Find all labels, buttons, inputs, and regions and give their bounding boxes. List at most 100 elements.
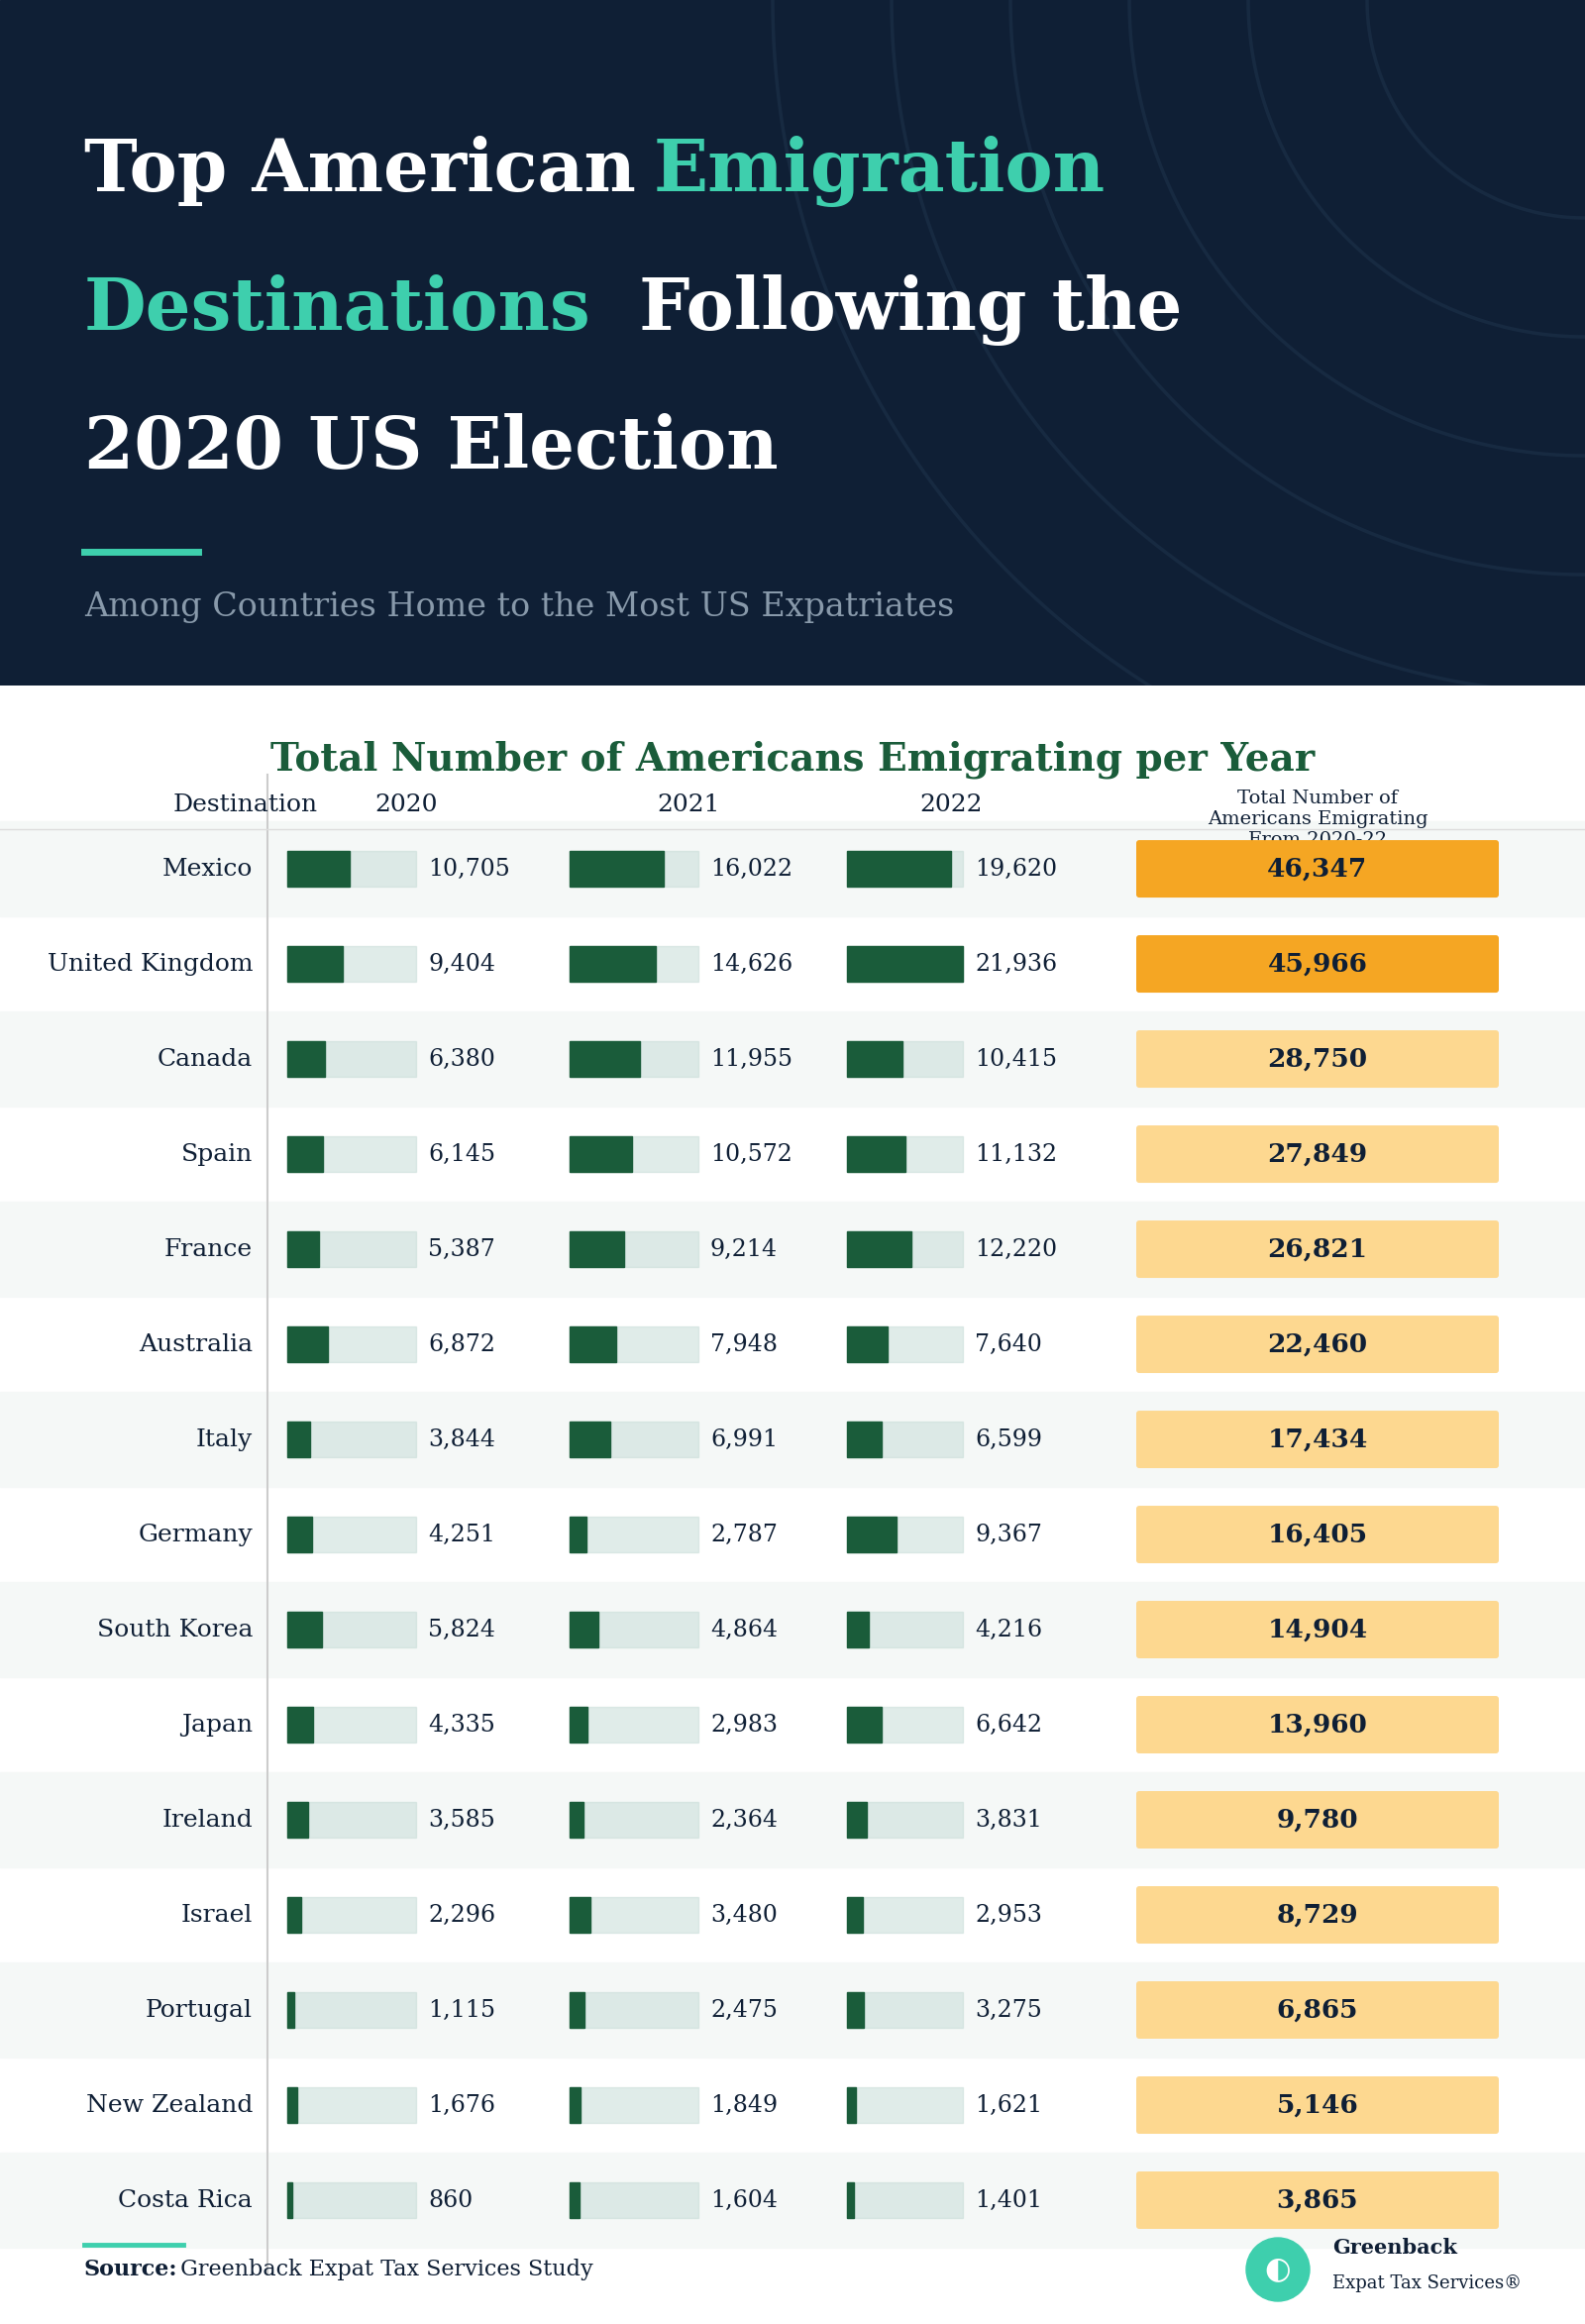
Text: 3,585: 3,585 <box>428 1808 495 1831</box>
Text: 1,676: 1,676 <box>428 2094 495 2117</box>
Text: 16,405: 16,405 <box>1268 1522 1368 1548</box>
Bar <box>287 1706 312 1743</box>
Bar <box>569 1706 586 1743</box>
Text: 3,831: 3,831 <box>975 1808 1041 1831</box>
Text: 8,729: 8,729 <box>1276 1903 1358 1927</box>
Bar <box>0 1773 1585 1868</box>
Bar <box>0 2152 1585 2247</box>
Text: Expat Tax Services®: Expat Tax Services® <box>1333 2275 1522 2291</box>
Bar <box>287 1801 415 1838</box>
Text: 10,415: 10,415 <box>975 1048 1057 1071</box>
Text: 4,216: 4,216 <box>975 1618 1043 1641</box>
Bar <box>287 1518 415 1552</box>
Text: 6,599: 6,599 <box>975 1427 1043 1450</box>
Text: Mexico: Mexico <box>162 858 252 881</box>
Bar <box>287 851 415 888</box>
Bar <box>846 1706 964 1743</box>
Text: 14,904: 14,904 <box>1268 1618 1368 1643</box>
Bar <box>287 1801 309 1838</box>
Text: 19,620: 19,620 <box>975 858 1057 881</box>
Bar <box>846 1518 897 1552</box>
Bar <box>569 1992 699 2029</box>
Text: 5,824: 5,824 <box>428 1618 495 1641</box>
Text: Canada: Canada <box>157 1048 252 1071</box>
Bar <box>287 1041 415 1076</box>
Bar <box>569 1613 699 1648</box>
FancyBboxPatch shape <box>1136 1792 1499 1848</box>
Bar <box>846 1041 964 1076</box>
Bar <box>569 1896 590 1934</box>
Text: 1,849: 1,849 <box>710 2094 778 2117</box>
Text: 21,936: 21,936 <box>975 953 1057 976</box>
Bar <box>846 2087 964 2122</box>
Text: 2021: 2021 <box>658 792 720 816</box>
Bar <box>846 1232 964 1267</box>
Bar <box>0 820 1585 916</box>
Text: 13,960: 13,960 <box>1268 1713 1368 1736</box>
Circle shape <box>1246 2238 1309 2301</box>
Bar <box>569 851 664 888</box>
Bar <box>846 1327 964 1362</box>
Text: 1,621: 1,621 <box>975 2094 1043 2117</box>
Bar <box>287 2087 296 2122</box>
FancyBboxPatch shape <box>1136 1030 1499 1088</box>
Bar <box>569 1327 617 1362</box>
FancyBboxPatch shape <box>1136 1982 1499 2038</box>
FancyBboxPatch shape <box>1136 839 1499 897</box>
Bar <box>287 851 350 888</box>
Bar <box>569 1041 640 1076</box>
Text: France: France <box>165 1239 252 1260</box>
FancyBboxPatch shape <box>1136 1411 1499 1469</box>
Bar <box>846 1422 964 1457</box>
Text: Following the: Following the <box>615 274 1182 346</box>
Bar <box>846 1136 964 1171</box>
Text: 860: 860 <box>428 2189 472 2212</box>
Text: Ireland: Ireland <box>162 1808 252 1831</box>
Bar <box>846 1136 905 1171</box>
Text: Total Number of
Americans Emigrating
From 2020-22: Total Number of Americans Emigrating Fro… <box>1208 790 1428 848</box>
Bar <box>569 1801 699 1838</box>
FancyBboxPatch shape <box>1136 1506 1499 1564</box>
Bar <box>287 1422 415 1457</box>
Bar <box>569 2182 579 2217</box>
Bar <box>569 1801 583 1838</box>
Bar <box>287 1613 415 1648</box>
Text: 22,460: 22,460 <box>1268 1332 1368 1357</box>
Text: 4,864: 4,864 <box>710 1618 778 1641</box>
Text: Destinations: Destinations <box>84 274 591 344</box>
Bar <box>287 1706 415 1743</box>
Text: 1,401: 1,401 <box>975 2189 1043 2212</box>
Bar <box>846 1041 902 1076</box>
Text: Greenback Expat Tax Services Study: Greenback Expat Tax Services Study <box>173 2259 593 2280</box>
Bar <box>569 2182 699 2217</box>
Text: South Korea: South Korea <box>97 1618 252 1641</box>
Text: Costa Rica: Costa Rica <box>119 2189 252 2212</box>
Bar <box>846 851 951 888</box>
Bar <box>287 1992 415 2029</box>
Bar <box>846 851 964 888</box>
Text: 4,251: 4,251 <box>428 1522 495 1545</box>
Bar <box>287 1992 293 2029</box>
Text: 2,787: 2,787 <box>710 1522 778 1545</box>
Text: Spain: Spain <box>181 1143 252 1167</box>
Bar <box>569 1896 699 1934</box>
Text: Total Number of Americans Emigrating per Year: Total Number of Americans Emigrating per… <box>271 739 1314 779</box>
Bar <box>287 1613 322 1648</box>
Bar <box>569 946 699 981</box>
Bar <box>846 1801 964 1838</box>
Text: 9,780: 9,780 <box>1276 1808 1358 1831</box>
Bar <box>287 1232 319 1267</box>
Text: Among Countries Home to the Most US Expatriates: Among Countries Home to the Most US Expa… <box>84 593 954 623</box>
Bar <box>287 1896 301 1934</box>
Text: 6,991: 6,991 <box>710 1427 778 1450</box>
Bar <box>846 1422 881 1457</box>
Bar <box>569 1613 598 1648</box>
Bar <box>0 1583 1585 1678</box>
Text: 3,480: 3,480 <box>710 1903 778 1927</box>
Text: 2,475: 2,475 <box>710 1999 778 2022</box>
FancyBboxPatch shape <box>1136 2075 1499 2133</box>
Bar <box>0 1202 1585 1297</box>
Bar <box>287 2182 292 2217</box>
Text: Portugal: Portugal <box>146 1999 252 2022</box>
Bar <box>846 1518 964 1552</box>
